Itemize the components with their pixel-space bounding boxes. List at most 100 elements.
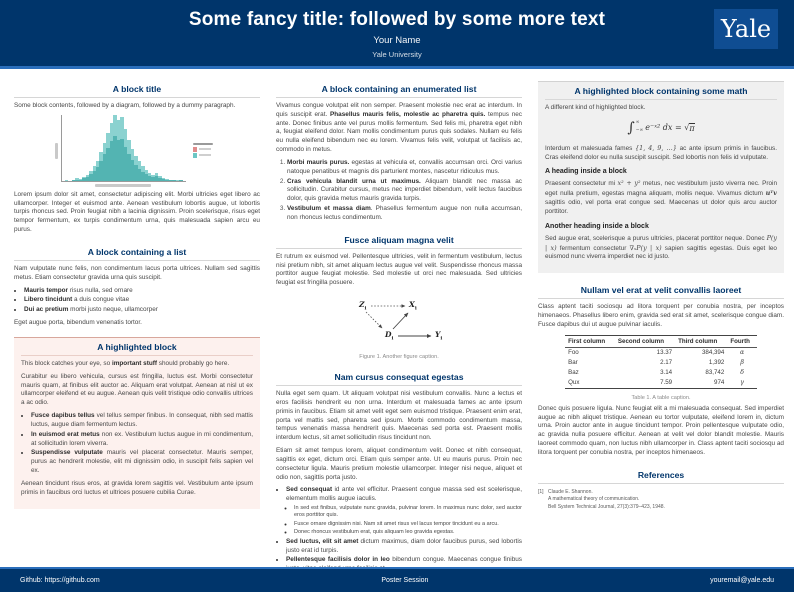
dag-figure: Zi Xi Di Yi Figure 1. Another figure cap… — [276, 296, 522, 360]
paragraph: Interdum et malesuada fames {1, 4, 9, …}… — [545, 143, 777, 161]
yale-logo: Yale — [714, 9, 778, 49]
legend-swatch-teal — [192, 153, 198, 158]
list-item: Mauris tempor risus nulla, sed ornare — [24, 287, 260, 296]
histogram-ylabel-placeholder — [55, 142, 58, 159]
block-list: A block containing a list Nam vulputate … — [14, 244, 260, 328]
paragraph: A different kind of highlighted block. — [545, 104, 646, 111]
paragraph: Nam vulputate nunc felis, non condimentu… — [14, 264, 260, 281]
footer-divider — [0, 567, 794, 569]
inline-math: {1, 4, 9, …} — [635, 143, 677, 152]
poster-body: A block title Some block contents, follo… — [0, 69, 794, 570]
paragraph: Vivamus congue volutpat elit non semper.… — [276, 102, 523, 154]
inline-math: uᵀv — [765, 189, 777, 198]
legend-title-placeholder — [192, 142, 213, 146]
list-item: Sed luctus, elit sit amet dictum maximus… — [286, 538, 522, 556]
paragraph: Donec quis posuere ligula. Nunc feugiat … — [538, 404, 784, 456]
table-header-row: First column Second column Third column … — [565, 334, 757, 348]
poster-author: Your Name — [373, 35, 421, 46]
list-item: In euismod erat metus non ex. Vestibulum… — [31, 431, 253, 449]
block-table: Nullam vel erat at velit convallis laore… — [538, 282, 784, 457]
block-a-block-title: A block title Some block contents, follo… — [14, 81, 260, 235]
inline-math: x² + y² — [617, 179, 641, 188]
list-item: Sed consequat id ante vel efficitur. Pra… — [286, 486, 522, 536]
reference-item: [1] Claude E. Shannon. A mathematical th… — [538, 488, 665, 510]
bullet-list: Sed consequat id ante vel efficitur. Pra… — [276, 486, 522, 570]
list-item: Fusce dapibus tellus vel tellus semper f… — [31, 412, 253, 430]
column-2: A block containing an enumerated list Vi… — [276, 72, 522, 570]
block-highlighted: A highlighted block This block catches y… — [14, 336, 260, 509]
yale-logo-text: Yale — [720, 15, 772, 43]
footer-session-label: Poster Session — [381, 577, 429, 584]
block-subheading: A heading inside a block — [545, 168, 627, 176]
inline-math: ∇ₓP(y | x) — [629, 243, 662, 252]
block-figure: Fusce aliquam magna velit Et rutrum ex e… — [276, 232, 522, 360]
dag-node-z: Zi — [359, 300, 367, 312]
block-heading: Nam cursus consequat egestas — [276, 369, 522, 387]
column-1: A block title Some block contents, follo… — [14, 72, 260, 509]
legend-entry — [192, 147, 219, 152]
block-heading: A highlighted block containing some math — [545, 83, 777, 100]
block-heading: References — [538, 467, 784, 484]
paragraph: Aenean tincidunt risus eros, at gravida … — [21, 479, 253, 496]
block-heading: A highlighted block — [21, 339, 253, 356]
histogram-xlabel-placeholder — [95, 184, 152, 187]
bullet-list: Fusce dapibus tellus vel tellus semper f… — [21, 412, 253, 476]
poster-institution: Yale University — [372, 50, 422, 59]
poster-footer: Github: https://github.com Poster Sessio… — [0, 569, 794, 592]
paragraph: Etiam sit amet tempus lorem, aliquet con… — [276, 447, 522, 481]
histogram-plot — [60, 114, 186, 187]
list-item: Suspendisse vulputate mauris vel placera… — [31, 449, 253, 475]
paragraph: Class aptent taciti sociosqu ad litora t… — [538, 303, 784, 328]
paragraph: Nulla eget sem quam. Ut aliquam volutpat… — [276, 390, 522, 442]
block-heading: Fusce aliquam magna velit — [276, 232, 522, 249]
list-item: Cras vehicula blandit urna ut maximus. A… — [287, 178, 522, 204]
numbered-list: Morbi mauris purus. egestas at vehicula … — [276, 159, 522, 223]
sub-bullet-list: In sed est finibus, vulputate nunc gravi… — [286, 505, 522, 537]
list-item: Vestibulum et massa diam. Phasellus ferm… — [287, 205, 522, 223]
block-heading: Nullam vel erat at velit convallis laore… — [538, 282, 784, 300]
histogram-legend — [192, 142, 219, 160]
bullet-list: Mauris tempor risus nulla, sed ornare Li… — [14, 287, 260, 315]
block-subheading: Another heading inside a block — [545, 222, 649, 230]
list-item: Libero tincidunt a duis congue vitae — [24, 296, 260, 305]
paragraph: Eget augue porta, bibendum venenatis tor… — [14, 319, 142, 327]
list-item: Dui ac pretium morbi justo neque, ullamc… — [24, 306, 260, 315]
display-equation: ∫ ∞ −∞ e⁻ˣ² dx = √ π — [627, 119, 695, 136]
poster-header: Some fancy title: followed by some more … — [0, 0, 794, 66]
dag-node-y: Yi — [435, 330, 443, 342]
paragraph: Lorem ipsum dolor sit amet, consectetur … — [14, 190, 260, 234]
table-row: Qux 7.59 974 γ — [565, 377, 757, 389]
paragraph: This block catches your eye, so importan… — [21, 359, 230, 367]
block-heading: A block title — [14, 81, 260, 98]
sub-list-item: In sed est finibus, vulputate nunc gravi… — [294, 505, 522, 520]
block-math-highlighted: A highlighted block containing some math… — [538, 81, 784, 274]
dag-arrows — [365, 304, 432, 339]
paragraph: Some block contents, followed by a diagr… — [14, 102, 236, 109]
histogram-figure — [14, 114, 260, 187]
paragraph: Praesent consectetur mi x² + y² metus, n… — [545, 179, 777, 215]
block-nested-list: Nam cursus consequat egestas Nulla eget … — [276, 369, 522, 570]
table-row: Bar 2.17 1,392 β — [568, 359, 744, 367]
header-divider — [0, 66, 794, 69]
block-heading: A block containing an enumerated list — [276, 81, 522, 98]
dag-node-d: Di — [385, 330, 394, 342]
list-item: Morbi mauris purus. egestas at vehicula … — [287, 159, 522, 177]
footer-email-link[interactable]: youremail@yale.edu — [710, 577, 774, 584]
inline-math: P(y | x) — [545, 233, 777, 252]
figure-caption: Figure 1. Another figure caption. — [359, 354, 439, 361]
footer-github-link[interactable]: Github: https://github.com — [20, 577, 100, 584]
column-3: A highlighted block containing some math… — [538, 72, 784, 511]
legend-entry — [192, 153, 219, 158]
histogram-bars — [64, 114, 183, 181]
paragraph: Et rutrum ex euismod vel. Pellentesque u… — [276, 252, 522, 287]
table-caption: Table 1. A table caption. — [631, 394, 691, 401]
sub-list-item: Fusce ornare dignissim nisi. Nam sit ame… — [294, 521, 522, 528]
block-heading: A block containing a list — [14, 244, 260, 261]
table-row: Foo 13.37 384,394 α — [568, 349, 745, 357]
paragraph: Sed augue erat, scelerisque a purus ultr… — [545, 233, 777, 261]
data-table: First column Second column Third column … — [565, 334, 757, 389]
block-enumerated-list: A block containing an enumerated list Vi… — [276, 81, 522, 223]
paragraph: Curabitur eu libero vehicula, cursus est… — [21, 372, 253, 407]
legend-swatch-pink — [192, 147, 198, 152]
